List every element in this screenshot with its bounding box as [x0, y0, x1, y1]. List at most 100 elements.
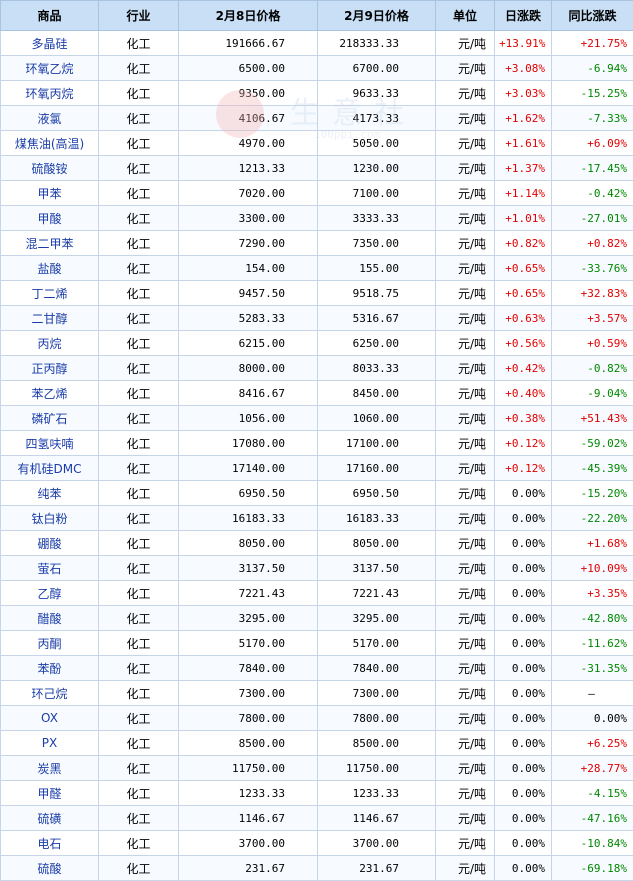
commodity-name-link[interactable]: 萤石 — [1, 556, 99, 581]
yoy-change-cell: +1.68% — [552, 531, 633, 556]
price-feb9-cell: 1146.67 — [318, 806, 436, 831]
commodity-name-link[interactable]: 正丙醇 — [1, 356, 99, 381]
price-feb9-cell: 5316.67 — [318, 306, 436, 331]
commodity-name-link[interactable]: 丙烷 — [1, 331, 99, 356]
yoy-change-cell: +0.82% — [552, 231, 633, 256]
daily-change-cell: +0.40% — [495, 381, 552, 406]
industry-cell: 化工 — [99, 806, 179, 831]
yoy-change-cell: -9.04% — [552, 381, 633, 406]
yoy-change-cell: -0.82% — [552, 356, 633, 381]
header-price-feb8: 2月8日价格 — [179, 1, 318, 31]
industry-cell: 化工 — [99, 581, 179, 606]
industry-cell: 化工 — [99, 206, 179, 231]
commodity-name-link[interactable]: 多晶硅 — [1, 31, 99, 56]
commodity-name-link[interactable]: 有机硅DMC — [1, 456, 99, 481]
commodity-name-link[interactable]: 环氧丙烷 — [1, 81, 99, 106]
commodity-name-link[interactable]: 磷矿石 — [1, 406, 99, 431]
yoy-change-cell: -15.25% — [552, 81, 633, 106]
daily-change-cell: 0.00% — [495, 706, 552, 731]
commodity-name-link[interactable]: 硼酸 — [1, 531, 99, 556]
daily-change-cell: +0.12% — [495, 431, 552, 456]
price-feb9-cell: 8033.33 — [318, 356, 436, 381]
price-feb9-cell: 7350.00 — [318, 231, 436, 256]
price-feb9-cell: 11750.00 — [318, 756, 436, 781]
yoy-change-cell: -4.15% — [552, 781, 633, 806]
price-feb8-cell: 1233.33 — [179, 781, 318, 806]
commodity-name-link[interactable]: 苯乙烯 — [1, 381, 99, 406]
price-feb9-cell: 3333.33 — [318, 206, 436, 231]
daily-change-cell: +0.42% — [495, 356, 552, 381]
daily-change-cell: 0.00% — [495, 681, 552, 706]
commodity-name-link[interactable]: 混二甲苯 — [1, 231, 99, 256]
commodity-name-link[interactable]: 煤焦油(高温) — [1, 131, 99, 156]
commodity-name-link[interactable]: 甲酸 — [1, 206, 99, 231]
unit-cell: 元/吨 — [436, 306, 495, 331]
price-feb9-cell: 5170.00 — [318, 631, 436, 656]
commodity-name-link[interactable]: 丁二烯 — [1, 281, 99, 306]
commodity-name-link[interactable]: 醋酸 — [1, 606, 99, 631]
industry-cell: 化工 — [99, 256, 179, 281]
commodity-name-link[interactable]: 电石 — [1, 831, 99, 856]
yoy-change-cell: -59.02% — [552, 431, 633, 456]
industry-cell: 化工 — [99, 156, 179, 181]
price-feb8-cell: 17080.00 — [179, 431, 318, 456]
unit-cell: 元/吨 — [436, 681, 495, 706]
unit-cell: 元/吨 — [436, 106, 495, 131]
commodity-name-link[interactable]: 环己烷 — [1, 681, 99, 706]
price-feb9-cell: 218333.33 — [318, 31, 436, 56]
industry-cell: 化工 — [99, 781, 179, 806]
yoy-change-cell: -47.16% — [552, 806, 633, 831]
commodity-name-link[interactable]: 环氧乙烷 — [1, 56, 99, 81]
commodity-name-link[interactable]: 二甘醇 — [1, 306, 99, 331]
commodity-name-link[interactable]: 钛白粉 — [1, 506, 99, 531]
commodity-name-link[interactable]: 炭黑 — [1, 756, 99, 781]
commodity-name-link[interactable]: 液氯 — [1, 106, 99, 131]
unit-cell: 元/吨 — [436, 56, 495, 81]
unit-cell: 元/吨 — [436, 31, 495, 56]
price-feb8-cell: 11750.00 — [179, 756, 318, 781]
unit-cell: 元/吨 — [436, 356, 495, 381]
price-feb8-cell: 7020.00 — [179, 181, 318, 206]
price-feb8-cell: 8500.00 — [179, 731, 318, 756]
unit-cell: 元/吨 — [436, 231, 495, 256]
commodity-name-link[interactable]: 乙醇 — [1, 581, 99, 606]
daily-change-cell: +0.38% — [495, 406, 552, 431]
commodity-name-link[interactable]: 丙酮 — [1, 631, 99, 656]
commodity-name-link[interactable]: 甲醛 — [1, 781, 99, 806]
price-feb9-cell: 8500.00 — [318, 731, 436, 756]
industry-cell: 化工 — [99, 731, 179, 756]
commodity-name-link[interactable]: 纯苯 — [1, 481, 99, 506]
price-feb8-cell: 4106.67 — [179, 106, 318, 131]
unit-cell: 元/吨 — [436, 631, 495, 656]
commodity-name-link[interactable]: 硫酸铵 — [1, 156, 99, 181]
commodity-name-link[interactable]: PX — [1, 731, 99, 756]
price-feb8-cell: 1213.33 — [179, 156, 318, 181]
commodity-name-link[interactable]: 盐酸 — [1, 256, 99, 281]
price-feb9-cell: 7800.00 — [318, 706, 436, 731]
commodity-name-link[interactable]: OX — [1, 706, 99, 731]
commodity-name-link[interactable]: 苯酚 — [1, 656, 99, 681]
price-feb9-cell: 8450.00 — [318, 381, 436, 406]
unit-cell: 元/吨 — [436, 81, 495, 106]
price-feb9-cell: 1230.00 — [318, 156, 436, 181]
unit-cell: 元/吨 — [436, 131, 495, 156]
daily-change-cell: 0.00% — [495, 556, 552, 581]
unit-cell: 元/吨 — [436, 206, 495, 231]
price-feb8-cell: 7840.00 — [179, 656, 318, 681]
price-feb8-cell: 5170.00 — [179, 631, 318, 656]
price-feb9-cell: 8050.00 — [318, 531, 436, 556]
commodity-name-link[interactable]: 硫酸 — [1, 856, 99, 881]
commodity-name-link[interactable]: 四氢呋喃 — [1, 431, 99, 456]
commodity-name-link[interactable]: 硫磺 — [1, 806, 99, 831]
header-price-feb9: 2月9日价格 — [318, 1, 436, 31]
yoy-change-cell: -6.94% — [552, 56, 633, 81]
commodity-name-link[interactable]: 甲苯 — [1, 181, 99, 206]
price-feb9-cell: 7221.43 — [318, 581, 436, 606]
